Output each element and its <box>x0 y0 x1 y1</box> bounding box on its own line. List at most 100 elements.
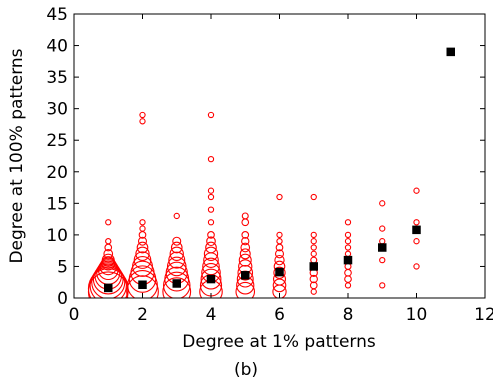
y-tick-label: 5 <box>57 257 68 277</box>
data-point-circle <box>137 236 148 246</box>
data-point-circle <box>379 238 386 245</box>
data-point-circle <box>310 231 317 239</box>
chart-marks <box>87 47 455 298</box>
data-point-circle <box>310 238 317 245</box>
mean-point-square <box>206 274 216 284</box>
axis-ticks: 0 2 4 6 8 10 12 0 5 10 15 20 25 30 35 40 45 <box>46 5 493 325</box>
x-axis-label: Degree at 1% patterns <box>182 332 376 352</box>
data-point-circle <box>163 271 191 298</box>
data-point-circle <box>105 219 112 226</box>
data-point-circle <box>379 256 386 264</box>
y-tick-label: 0 <box>57 289 68 309</box>
data-point-circle <box>202 257 220 276</box>
data-point-circle <box>344 244 352 251</box>
data-point-circle <box>272 278 287 293</box>
data-point-circle <box>344 282 352 289</box>
x-tick-label: 0 <box>69 305 80 325</box>
data-point-circle <box>139 225 146 232</box>
data-point-circle <box>170 241 183 254</box>
data-point-circle <box>205 241 217 254</box>
data-point-circle <box>344 250 352 258</box>
data-point-circle <box>207 219 215 226</box>
data-point-circle <box>379 282 386 289</box>
data-point-circle <box>310 288 317 295</box>
data-point-circle <box>379 225 386 232</box>
data-point-circle <box>379 200 386 207</box>
mean-point-square <box>343 255 353 265</box>
mean-point-square <box>138 280 147 289</box>
mean-point-square <box>309 262 318 271</box>
data-point-circle <box>168 251 186 269</box>
data-point-circle <box>136 241 149 254</box>
data-point-circle <box>207 231 215 239</box>
y-tick-label: 20 <box>46 163 68 183</box>
data-point-circle <box>207 193 215 201</box>
x-tick-label: 6 <box>274 305 285 325</box>
data-point-circle <box>139 118 146 125</box>
data-point-circle <box>241 212 249 220</box>
data-point-circle <box>139 219 146 226</box>
data-point-circle <box>200 268 222 290</box>
data-point-circle <box>241 231 250 239</box>
y-tick-label: 25 <box>46 131 68 151</box>
data-point-circle <box>135 246 150 261</box>
data-point-circle <box>105 238 112 245</box>
data-point-circle <box>239 248 251 260</box>
data-point-circle <box>103 248 114 259</box>
data-point-circle <box>162 277 192 298</box>
y-axis-label: Degree at 100% patterns <box>7 48 27 263</box>
data-point-circle <box>89 266 127 298</box>
data-point-circle <box>274 249 285 259</box>
figure-caption: (b) <box>234 360 258 380</box>
data-point-circle <box>274 254 285 266</box>
data-point-circle <box>166 256 187 277</box>
data-point-circle <box>241 237 250 246</box>
data-point-circle <box>276 193 283 201</box>
data-point-circle <box>344 238 352 245</box>
data-point-circle <box>276 238 283 245</box>
data-point-circle <box>101 256 116 271</box>
data-point-circle <box>310 250 317 257</box>
data-point-circle <box>92 263 124 295</box>
data-point-circle <box>309 274 318 284</box>
data-point-circle <box>128 265 157 293</box>
data-point-circle <box>173 212 180 220</box>
x-tick-label: 10 <box>406 305 428 325</box>
y-tick-label: 45 <box>46 5 68 25</box>
y-tick-label: 30 <box>46 100 68 120</box>
data-point-circle <box>309 281 318 290</box>
mean-point-square <box>446 47 455 57</box>
data-point-circle <box>241 218 250 227</box>
data-point-circle <box>164 266 190 292</box>
data-point-circle <box>207 156 215 163</box>
data-point-circle <box>207 206 215 213</box>
data-point-circle <box>310 244 317 251</box>
data-point-circle <box>344 275 352 283</box>
y-tick-label: 35 <box>46 68 68 88</box>
data-point-circle <box>132 255 153 277</box>
data-point-circle <box>310 193 317 201</box>
data-point-circle <box>127 269 158 298</box>
mean-point-square <box>241 271 250 280</box>
data-point-circle <box>169 246 184 261</box>
data-point-circle <box>97 259 119 281</box>
data-point-circle <box>413 219 420 226</box>
y-tick-label: 15 <box>46 194 68 214</box>
data-point-circle <box>203 246 219 261</box>
data-point-circle <box>413 263 420 270</box>
x-tick-label: 4 <box>206 305 217 325</box>
data-point-circle <box>139 111 146 119</box>
data-point-circle <box>240 242 251 253</box>
data-point-circle <box>276 231 283 239</box>
data-point-circle <box>101 253 115 267</box>
data-point-circle <box>238 253 252 267</box>
y-tick-label: 40 <box>46 37 68 57</box>
data-point-circle <box>413 187 420 194</box>
data-point-circle <box>235 281 256 298</box>
mean-point-square <box>104 283 113 293</box>
mean-point-square <box>378 243 387 252</box>
data-point-circle <box>273 266 286 279</box>
mean-point-square <box>172 279 181 288</box>
data-point-circle <box>172 236 182 246</box>
